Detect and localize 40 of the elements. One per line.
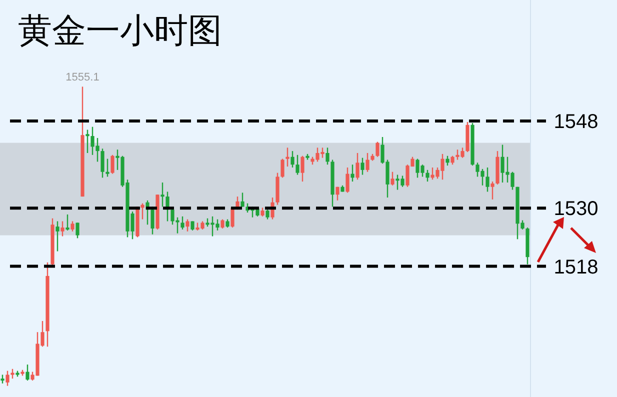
candlestick (180, 216, 184, 230)
candlestick (376, 141, 380, 158)
candlestick (360, 157, 364, 176)
chart-title: 黄金一小时图 (18, 11, 222, 51)
candlestick (390, 171, 394, 186)
annotation: 1555.1 (66, 72, 100, 84)
candlestick (56, 220, 60, 252)
candlestick (60, 220, 64, 237)
candlestick (266, 209, 270, 220)
candlestick (26, 364, 30, 382)
candlestick (336, 186, 340, 202)
candlestick (296, 154, 300, 176)
candlestick (350, 164, 354, 182)
y-tick-label: 1518 (554, 256, 598, 278)
candlestick (110, 154, 114, 174)
candlestick (280, 158, 284, 178)
candlestick (366, 152, 370, 172)
candlestick (100, 148, 104, 178)
candlestick (106, 158, 110, 178)
candlestick (220, 218, 224, 230)
candlestick (426, 169, 430, 182)
candlestick (346, 166, 350, 194)
candlestick (186, 218, 190, 232)
candlestick (160, 182, 164, 208)
candlestick (66, 214, 70, 232)
candlestick (356, 152, 360, 180)
candlestick (286, 147, 290, 168)
y-tick-label: 1548 (554, 111, 598, 134)
candlestick (446, 155, 450, 166)
candlestick (290, 150, 294, 168)
candlestick (140, 202, 144, 220)
candlestick (70, 220, 74, 232)
candlestick (490, 180, 494, 200)
candlestick (300, 155, 304, 182)
candlestick (76, 222, 80, 239)
y-tick-label: 1530 (554, 198, 598, 220)
candlestick (326, 147, 330, 166)
candlestick (86, 129, 90, 154)
candlestick (486, 166, 490, 192)
candlestick (240, 192, 244, 208)
